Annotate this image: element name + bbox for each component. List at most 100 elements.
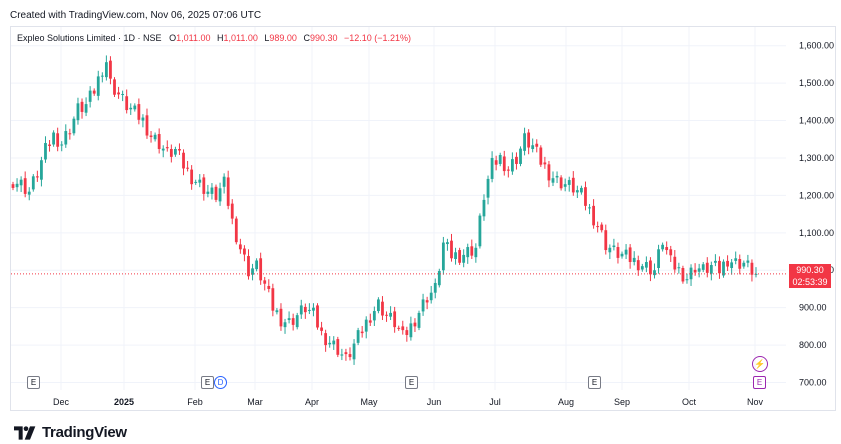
candle-body — [612, 245, 616, 248]
y-tick-label: 900.00 — [799, 303, 827, 313]
candle-body — [316, 305, 319, 328]
candle-body — [234, 218, 238, 243]
candle-body — [182, 152, 185, 169]
last-price-value: 990.30 — [796, 265, 824, 275]
candle-body — [15, 183, 19, 188]
candle-body — [178, 148, 181, 151]
candle-body — [450, 240, 453, 259]
flash-icon[interactable]: ⚡ — [752, 356, 768, 372]
candle-body — [474, 247, 478, 258]
y-tick-label: 1,600.00 — [799, 41, 834, 51]
candle-body — [697, 268, 701, 272]
created-with-text: Created with TradingView.com, Nov 06, 20… — [10, 10, 262, 21]
earnings-event-icon[interactable]: E — [27, 376, 40, 389]
candle-body — [307, 309, 311, 311]
candle-body — [206, 191, 210, 194]
x-tick-label: Jun — [427, 397, 442, 407]
candle-body — [510, 159, 514, 172]
candle-body — [303, 306, 307, 313]
candle-body — [169, 148, 173, 157]
candle-body — [413, 322, 417, 327]
candle-body — [653, 270, 656, 276]
candle-body — [730, 262, 734, 269]
legend-symbol: Expleo Solutions Limited · 1D · NSE — [17, 33, 162, 43]
dividend-event-icon[interactable]: D — [214, 376, 227, 389]
legend-change: −12.10 (−1.21%) — [343, 33, 412, 43]
candle-body — [320, 327, 323, 331]
y-tick-label: 1,500.00 — [799, 78, 834, 88]
y-tick-label: 1,100.00 — [799, 228, 834, 238]
earnings-event-icon[interactable]: E — [405, 376, 418, 389]
candle-body — [299, 305, 303, 315]
candle-body — [52, 132, 56, 145]
y-tick-label: 800.00 — [799, 340, 827, 350]
x-tick-label: 2025 — [114, 397, 134, 407]
candle-body — [125, 96, 129, 111]
candle-body — [742, 262, 746, 267]
candle-body — [328, 342, 332, 345]
x-tick-label: Apr — [305, 397, 319, 407]
candle-body — [628, 247, 632, 263]
candle-body — [604, 230, 608, 251]
candle-body — [27, 191, 31, 195]
candle-body — [580, 187, 583, 193]
candle-body — [661, 244, 665, 250]
candle-body — [210, 187, 214, 194]
chart-frame[interactable] — [10, 26, 836, 411]
candle-body — [705, 262, 709, 273]
candle-body — [600, 224, 604, 231]
candle-body — [441, 242, 445, 271]
candle-body — [295, 315, 299, 328]
candle-body — [584, 187, 587, 206]
candle-body — [149, 135, 153, 138]
candle-body — [263, 280, 267, 284]
candle-body — [356, 330, 360, 343]
earnings-event-icon[interactable]: E — [201, 376, 214, 389]
candle-body — [381, 301, 384, 316]
candle-body — [72, 118, 76, 134]
candle-body — [202, 177, 206, 194]
candle-body — [632, 257, 636, 263]
candle-body — [709, 265, 713, 274]
candle-body — [429, 292, 433, 301]
candle-body — [271, 288, 275, 311]
candle-body — [539, 147, 543, 165]
candle-body — [44, 143, 47, 160]
y-tick-label: 700.00 — [799, 378, 827, 388]
candle-body — [218, 188, 222, 202]
candle-body — [490, 157, 494, 179]
candle-body — [360, 331, 364, 334]
candle-body — [255, 260, 259, 270]
x-tick-label: May — [360, 397, 378, 407]
candle-body — [279, 308, 283, 327]
upcoming-earnings-icon[interactable]: E — [753, 376, 766, 389]
candle-body — [677, 267, 681, 269]
candle-body — [571, 177, 575, 193]
candle-body — [616, 247, 620, 258]
candle-body — [11, 184, 15, 188]
candle-body — [746, 260, 750, 263]
candle-body — [462, 254, 466, 263]
candle-body — [649, 260, 652, 275]
candle-body — [186, 167, 189, 169]
candle-body — [312, 307, 315, 311]
candle-body — [657, 249, 660, 269]
candle-body — [693, 269, 697, 273]
candle-body — [340, 354, 344, 356]
candle-body — [121, 93, 125, 95]
earnings-event-icon[interactable]: E — [588, 376, 601, 389]
candle-body — [409, 323, 413, 338]
candle-body — [624, 249, 628, 255]
candle-body — [133, 105, 137, 110]
candle-body — [397, 327, 401, 329]
candle-body — [190, 169, 194, 185]
candle-body — [454, 252, 457, 260]
candle-body — [113, 79, 116, 95]
candle-body — [665, 247, 669, 251]
candle-body — [348, 354, 352, 358]
legend-high-value: 1,011.00 — [223, 33, 258, 43]
bar-countdown: 02:53:39 — [792, 277, 828, 287]
x-tick-label: Feb — [187, 397, 203, 407]
candle-body — [389, 312, 392, 317]
